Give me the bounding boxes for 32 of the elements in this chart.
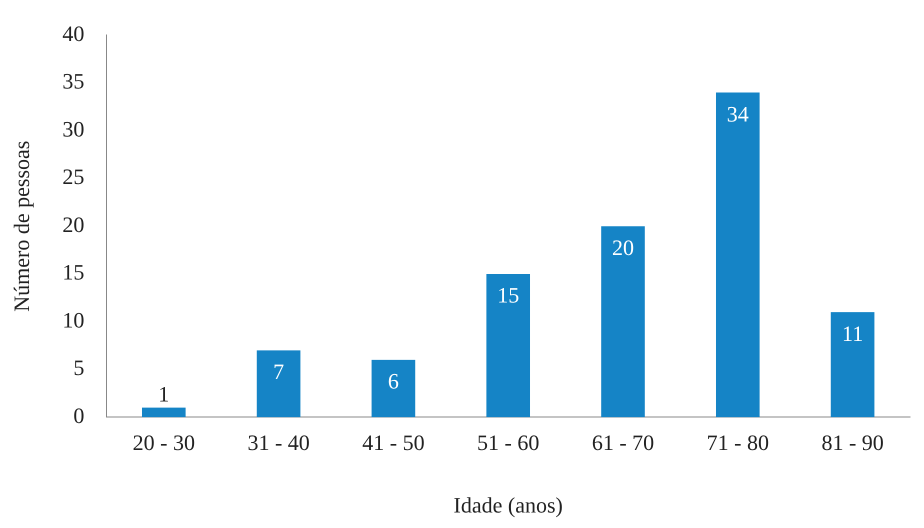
y-tick-label: 30 <box>62 116 84 142</box>
y-tick-label: 0 <box>73 402 84 428</box>
bar <box>830 312 874 418</box>
bar <box>372 360 416 418</box>
x-tick-label: 81 - 90 <box>821 430 884 456</box>
x-tick-label: 31 - 40 <box>247 430 310 456</box>
y-tick-label: 20 <box>62 212 84 237</box>
bar <box>601 226 645 418</box>
bar <box>142 408 186 418</box>
data-label: 1 <box>158 381 170 406</box>
y-tick-label: 35 <box>62 68 84 94</box>
data-label: 34 <box>726 101 749 126</box>
data-label: 20 <box>612 234 634 260</box>
y-axis-title: Número de pessoas <box>8 140 34 312</box>
bar <box>486 274 530 418</box>
data-label: 11 <box>842 320 864 346</box>
bar <box>256 350 300 418</box>
data-label: 7 <box>273 359 284 384</box>
y-tick-label: 5 <box>73 355 84 380</box>
y-tick-label: 15 <box>62 260 84 285</box>
data-label: 6 <box>388 368 399 394</box>
bar <box>716 92 760 418</box>
data-label: 15 <box>497 282 520 308</box>
x-tick-label: 61 - 70 <box>592 430 654 456</box>
x-tick-label: 41 - 50 <box>362 430 425 456</box>
y-tick-label: 10 <box>62 307 84 332</box>
y-tick-label: 25 <box>62 164 84 190</box>
x-tick-label: 20 - 30 <box>132 430 195 456</box>
y-tick-label: 40 <box>62 20 84 46</box>
x-tick-label: 51 - 60 <box>477 430 540 456</box>
x-tick-label: 71 - 80 <box>706 430 769 456</box>
x-axis-title: Idade (anos) <box>454 492 563 518</box>
